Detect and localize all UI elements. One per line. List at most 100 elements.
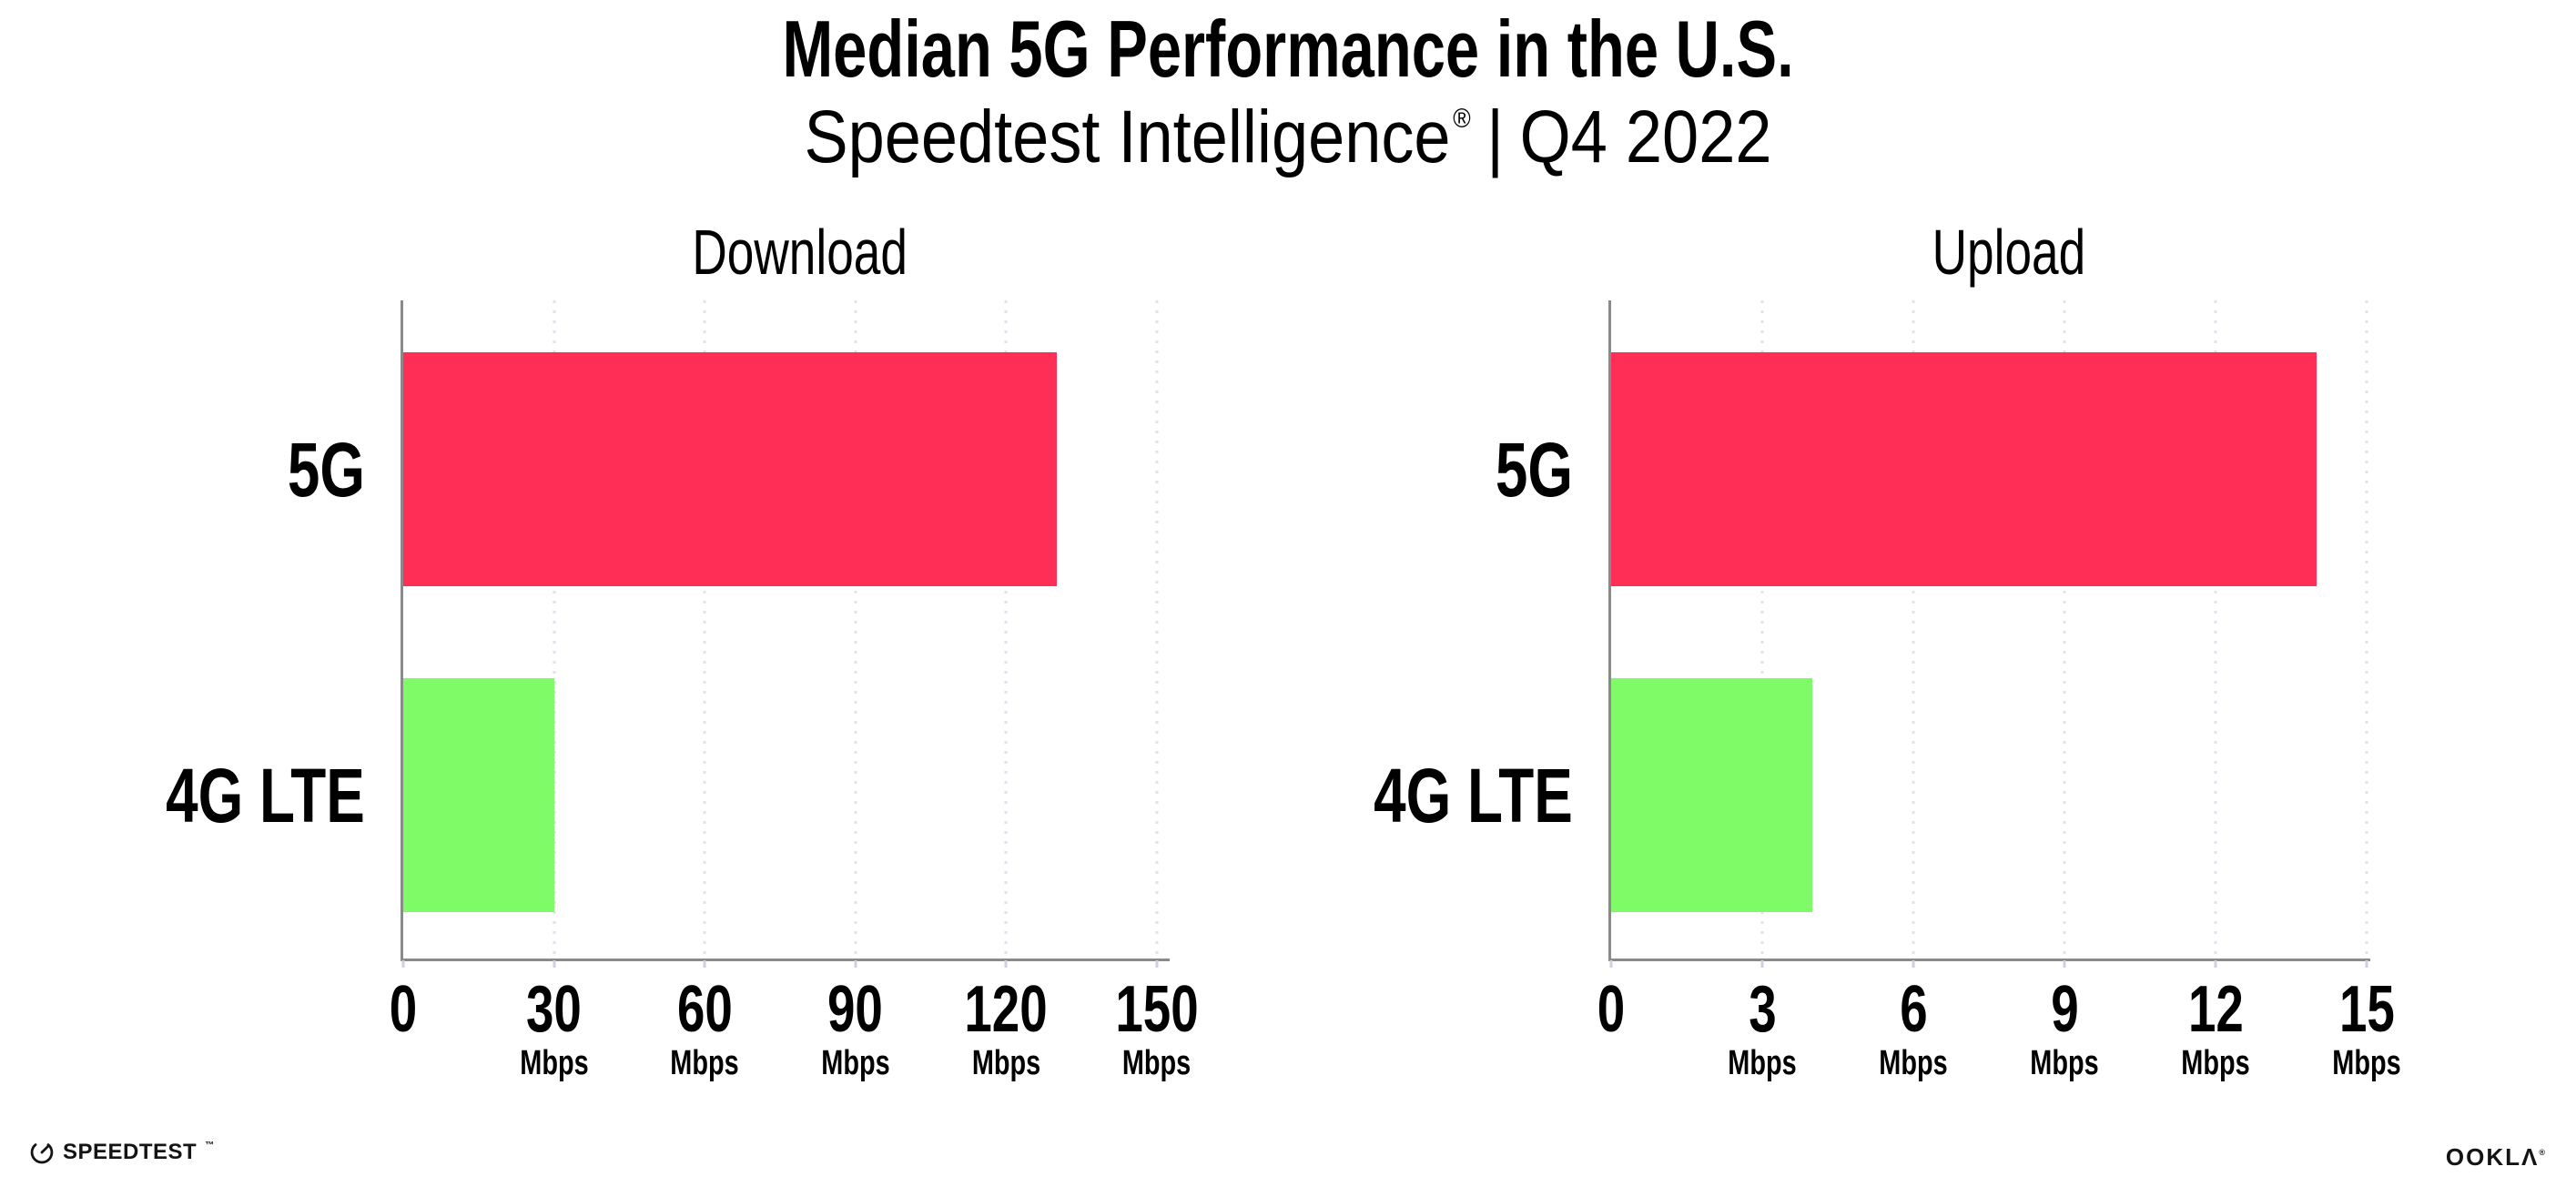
- gridline: [1760, 300, 1764, 959]
- x-tick-mark: [553, 960, 556, 968]
- x-tick-value: 3: [1717, 977, 1807, 1042]
- x-tick-unit-text: Mbps: [971, 1044, 1041, 1082]
- x-tick-value: 9: [2019, 977, 2109, 1042]
- panel-title-text: Download: [692, 217, 908, 288]
- x-tick-mark: [401, 960, 405, 968]
- subtitle-separator: |: [1486, 96, 1505, 178]
- category-label-text: 5G: [1495, 426, 1573, 512]
- y-axis: [401, 300, 403, 959]
- x-tick-value-text: 0: [389, 973, 418, 1046]
- category-label-text: 5G: [287, 426, 365, 512]
- x-tick-value-text: 60: [676, 973, 733, 1046]
- x-tick-value: 15: [2321, 977, 2411, 1042]
- x-tick-unit-text: Mbps: [1879, 1044, 1948, 1082]
- x-tick-value-text: 150: [1115, 973, 1199, 1046]
- x-tick-mark: [1609, 960, 1613, 968]
- ookla-registered-mark: ®: [2539, 1148, 2545, 1157]
- x-tick-60: 60 Mbps: [660, 977, 750, 1080]
- x-tick-unit-text: Mbps: [1122, 1044, 1192, 1082]
- x-tick-mark: [1760, 960, 1764, 968]
- gridline: [854, 300, 857, 959]
- gridline: [1004, 300, 1008, 959]
- x-tick-unit: Mbps: [1102, 1046, 1212, 1080]
- category-label-text: 4G LTE: [1374, 753, 1573, 839]
- ookla-wordmark: OOKLΛ: [2445, 1143, 2540, 1171]
- x-tick-value: 150: [1102, 977, 1212, 1042]
- trademark-mark: ™: [205, 1140, 215, 1151]
- download-chart: Download 5G 4G LTE 0 30 Mbps 60 Mbps 90 Mbps 120 Mb…: [166, 220, 1198, 1080]
- x-tick-value-text: 0: [1597, 973, 1626, 1046]
- header: Median 5G Performance in the U.S. Speedt…: [0, 9, 2576, 175]
- gridline: [2214, 300, 2217, 959]
- x-tick-unit: Mbps: [1868, 1046, 1958, 1080]
- x-axis: [1608, 959, 2370, 961]
- x-tick-value-text: 120: [964, 973, 1049, 1046]
- x-tick-unit-text: Mbps: [1728, 1044, 1797, 1082]
- x-tick-unit: Mbps: [810, 1046, 900, 1080]
- x-tick-value: 30: [509, 977, 599, 1042]
- x-tick-value-text: 12: [2187, 973, 2244, 1046]
- panel-title-text: Upload: [1932, 217, 2086, 288]
- x-tick-value: 12: [2170, 977, 2260, 1042]
- bar-4g-lte: [1611, 678, 1813, 913]
- x-tick-unit: Mbps: [2019, 1046, 2109, 1080]
- x-tick-unit-text: Mbps: [670, 1044, 739, 1082]
- x-tick-value: 0: [1593, 977, 1629, 1042]
- x-tick-mark: [2365, 960, 2368, 968]
- panel-title: Upload: [1631, 220, 2387, 284]
- category-label-5g: 5G: [1471, 431, 1573, 508]
- x-tick-value: 0: [385, 977, 421, 1042]
- gridline: [553, 300, 556, 959]
- x-tick-mark: [703, 960, 706, 968]
- y-axis: [1608, 300, 1611, 959]
- x-tick-mark: [1004, 960, 1008, 968]
- gridline: [2063, 300, 2066, 959]
- x-tick-value-text: 15: [2338, 973, 2395, 1046]
- subtitle-period: Q4 2022: [1519, 96, 1772, 178]
- x-tick-15: 15 Mbps: [2321, 977, 2411, 1080]
- x-tick-9: 9 Mbps: [2019, 977, 2109, 1080]
- bar-5g: [403, 351, 1057, 586]
- x-tick-120: 120 Mbps: [951, 977, 1060, 1080]
- x-tick-0: 0: [385, 977, 421, 1042]
- x-tick-value-text: 90: [827, 973, 884, 1046]
- x-tick-value: 90: [810, 977, 900, 1042]
- x-tick-unit: Mbps: [1717, 1046, 1807, 1080]
- x-tick-value-text: 3: [1748, 973, 1777, 1046]
- upload-chart: Upload 5G 4G LTE 0 3 Mbps 6 Mbps 9 Mbps 12 Mbps 15 Mb…: [1374, 220, 2400, 1080]
- x-tick-mark: [1912, 960, 1915, 968]
- x-tick-unit-text: Mbps: [2181, 1044, 2250, 1082]
- x-tick-0: 0: [1593, 977, 1629, 1042]
- x-tick-unit-text: Mbps: [519, 1044, 589, 1082]
- x-tick-unit: Mbps: [2321, 1046, 2411, 1080]
- panel-title: Download: [423, 220, 1177, 284]
- x-tick-value-text: 9: [2050, 973, 2079, 1046]
- x-tick-90: 90 Mbps: [810, 977, 900, 1080]
- x-tick-mark: [2063, 960, 2066, 968]
- speedtest-logo: SPEEDTEST ™: [29, 1140, 214, 1165]
- x-tick-value: 120: [951, 977, 1060, 1042]
- x-tick-30: 30 Mbps: [509, 977, 599, 1080]
- x-tick-12: 12 Mbps: [2170, 977, 2260, 1080]
- x-tick-value-text: 30: [526, 973, 583, 1046]
- category-label-4g-lte: 4G LTE: [1311, 757, 1573, 834]
- registered-mark: ®: [1453, 104, 1471, 134]
- category-label-4g-lte: 4G LTE: [103, 757, 365, 834]
- x-tick-mark: [854, 960, 857, 968]
- x-tick-unit: Mbps: [951, 1046, 1060, 1080]
- category-label-5g: 5G: [263, 431, 365, 508]
- x-tick-6: 6 Mbps: [1868, 977, 1958, 1080]
- x-tick-value: 60: [660, 977, 750, 1042]
- gridline: [1155, 300, 1159, 959]
- bar-4g-lte: [403, 678, 554, 913]
- speedtest-gauge-icon: [30, 1141, 54, 1164]
- page-title-text: Median 5G Performance in the U.S.: [782, 4, 1794, 94]
- category-label-text: 4G LTE: [166, 753, 365, 839]
- x-tick-value: 6: [1868, 977, 1958, 1042]
- x-tick-unit-text: Mbps: [2030, 1044, 2099, 1082]
- bar-5g: [1611, 351, 2317, 586]
- x-axis: [401, 959, 1170, 961]
- page-subtitle-text: Speedtest Intelligence® | Q4 2022: [805, 100, 1772, 175]
- gridline: [703, 300, 706, 959]
